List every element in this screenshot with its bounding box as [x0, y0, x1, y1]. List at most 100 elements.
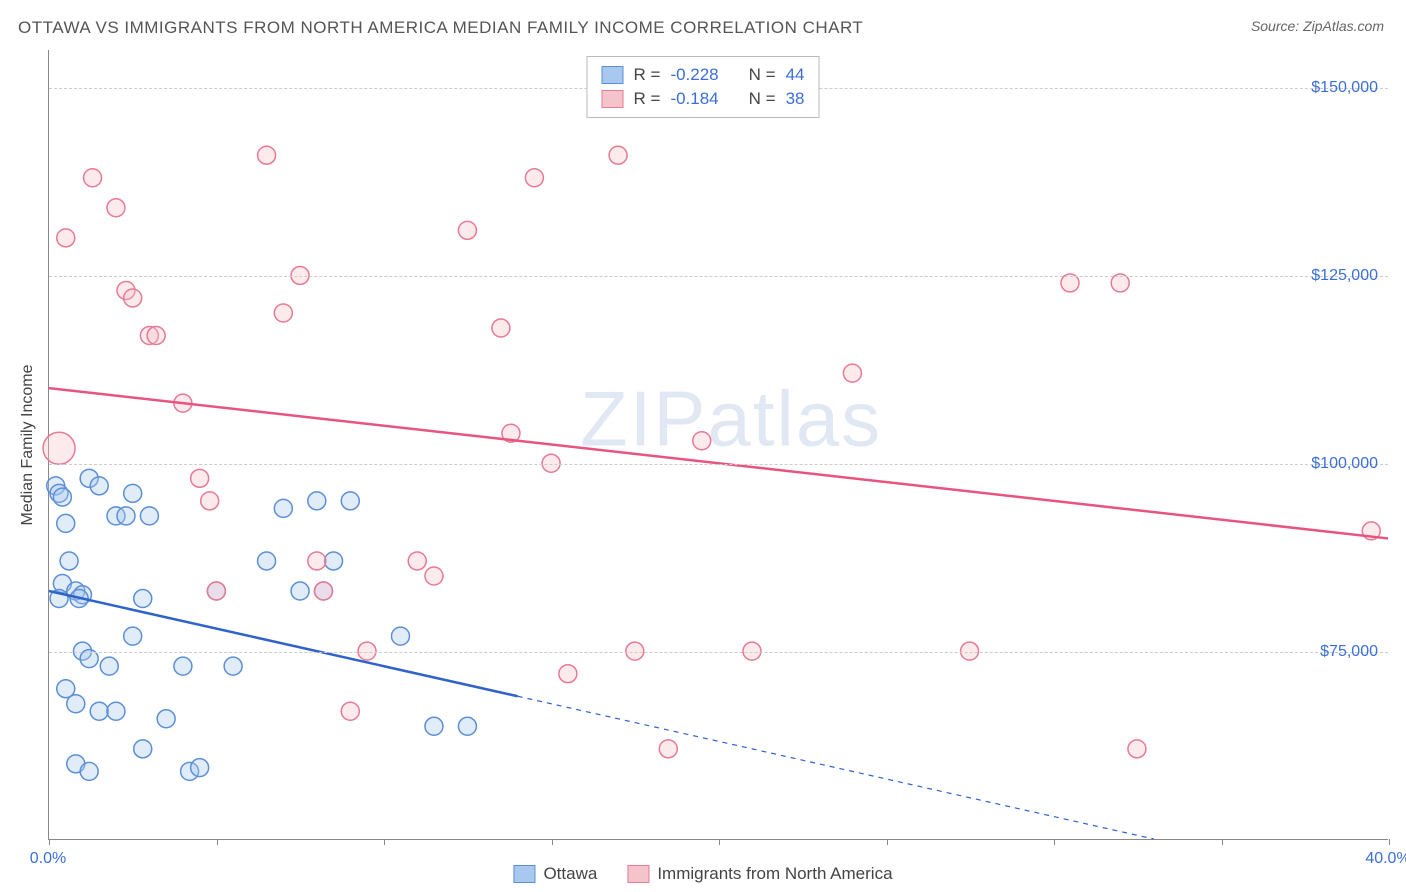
- data-point: [391, 627, 409, 645]
- stats-row: R = -0.184 N = 38: [602, 87, 805, 111]
- source-name: ZipAtlas.com: [1303, 18, 1384, 34]
- gridline: [49, 652, 1388, 653]
- chart-title: OTTAWA VS IMMIGRANTS FROM NORTH AMERICA …: [18, 18, 863, 38]
- y-tick-label: $150,000: [1311, 79, 1378, 97]
- data-point: [90, 702, 108, 720]
- data-point: [60, 552, 78, 570]
- data-point: [67, 695, 85, 713]
- data-point: [107, 702, 125, 720]
- data-point: [308, 492, 326, 510]
- n-label: N =: [749, 65, 776, 85]
- legend-item: Ottawa: [513, 864, 597, 884]
- data-point: [174, 657, 192, 675]
- r-value: -0.228: [670, 65, 718, 85]
- data-point: [80, 762, 98, 780]
- data-point: [90, 477, 108, 495]
- x-tick: [49, 839, 50, 845]
- data-point: [258, 146, 276, 164]
- x-tick: [384, 839, 385, 845]
- data-point: [207, 582, 225, 600]
- plot-area: $75,000 $100,000 $125,000 $150,000: [48, 50, 1388, 840]
- data-point: [201, 492, 219, 510]
- data-point: [609, 146, 627, 164]
- data-point: [258, 552, 276, 570]
- data-point: [147, 327, 165, 345]
- data-point: [57, 229, 75, 247]
- gridline: [49, 276, 1388, 277]
- data-point: [124, 484, 142, 502]
- data-point: [124, 289, 142, 307]
- data-point: [124, 627, 142, 645]
- data-point: [274, 304, 292, 322]
- chart-container: OTTAWA VS IMMIGRANTS FROM NORTH AMERICA …: [0, 0, 1406, 892]
- data-point: [84, 169, 102, 187]
- y-tick-label: $75,000: [1320, 643, 1378, 661]
- stats-legend: R = -0.228 N = 44 R = -0.184 N = 38: [587, 56, 820, 118]
- data-point: [224, 657, 242, 675]
- data-point: [341, 492, 359, 510]
- data-point: [843, 364, 861, 382]
- legend-swatch: [602, 66, 624, 84]
- data-point: [100, 657, 118, 675]
- legend-swatch: [513, 865, 535, 883]
- x-tick: [1054, 839, 1055, 845]
- data-point: [693, 432, 711, 450]
- stats-row: R = -0.228 N = 44: [602, 63, 805, 87]
- data-point: [117, 507, 135, 525]
- data-point: [43, 432, 75, 464]
- gridline: [49, 464, 1388, 465]
- trend-line: [49, 591, 518, 696]
- x-tick-label: 40.0%: [1365, 850, 1406, 868]
- data-point: [559, 665, 577, 683]
- bottom-legend: Ottawa Immigrants from North America: [513, 864, 892, 884]
- x-tick: [552, 839, 553, 845]
- data-point: [140, 507, 158, 525]
- trend-line-dashed: [518, 696, 1154, 839]
- r-label: R =: [634, 89, 661, 109]
- source-label: Source:: [1251, 18, 1299, 34]
- data-point: [274, 499, 292, 517]
- legend-label: Ottawa: [543, 864, 597, 884]
- x-tick: [217, 839, 218, 845]
- r-label: R =: [634, 65, 661, 85]
- data-point: [53, 488, 71, 506]
- data-point: [458, 221, 476, 239]
- data-point: [134, 590, 152, 608]
- data-point: [408, 552, 426, 570]
- legend-swatch: [602, 90, 624, 108]
- data-point: [425, 567, 443, 585]
- data-point: [525, 169, 543, 187]
- data-point: [107, 199, 125, 217]
- y-tick-label: $125,000: [1311, 267, 1378, 285]
- data-point: [134, 740, 152, 758]
- y-tick-label: $100,000: [1311, 455, 1378, 473]
- data-point: [315, 582, 333, 600]
- data-point: [291, 582, 309, 600]
- legend-label: Immigrants from North America: [657, 864, 892, 884]
- data-point: [57, 514, 75, 532]
- data-point: [308, 552, 326, 570]
- data-point: [458, 717, 476, 735]
- data-point: [659, 740, 677, 758]
- x-tick: [887, 839, 888, 845]
- n-value: 38: [786, 89, 805, 109]
- plot-svg: [49, 50, 1388, 839]
- n-value: 44: [786, 65, 805, 85]
- y-axis-label: Median Family Income: [19, 365, 37, 526]
- r-value: -0.184: [670, 89, 718, 109]
- source-credit: Source: ZipAtlas.com: [1251, 18, 1384, 34]
- x-tick: [1389, 839, 1390, 845]
- data-point: [157, 710, 175, 728]
- x-tick-label: 0.0%: [30, 850, 66, 868]
- data-point: [492, 319, 510, 337]
- x-tick: [719, 839, 720, 845]
- data-point: [1128, 740, 1146, 758]
- n-label: N =: [749, 89, 776, 109]
- data-point: [191, 469, 209, 487]
- data-point: [191, 759, 209, 777]
- data-point: [325, 552, 343, 570]
- legend-item: Immigrants from North America: [627, 864, 892, 884]
- data-point: [341, 702, 359, 720]
- x-tick: [1222, 839, 1223, 845]
- legend-swatch: [627, 865, 649, 883]
